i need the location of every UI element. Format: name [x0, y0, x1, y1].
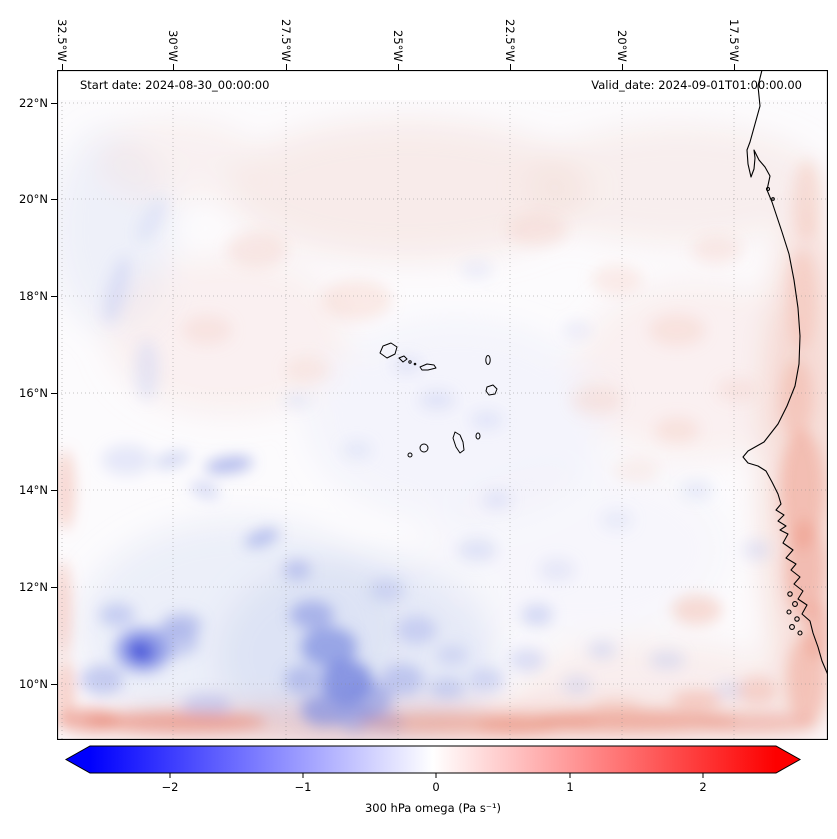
lon-tick-mark — [62, 64, 63, 70]
lon-tick-mark — [510, 64, 511, 70]
lat-tick-label: 12°N — [19, 580, 48, 594]
colorbar — [64, 745, 802, 778]
valid-date-annotation: Valid_date: 2024-09-01T01:00:00.00 — [591, 78, 802, 92]
lat-tick-mark — [51, 103, 57, 104]
lat-tick-mark — [51, 393, 57, 394]
lon-tick-mark — [622, 64, 623, 70]
lon-tick-label: 30°W — [166, 30, 180, 62]
axes-frame — [57, 70, 828, 740]
lat-tick-label: 20°N — [19, 192, 48, 206]
colorbar-label: 300 hPa omega (Pa s⁻¹) — [364, 801, 502, 815]
colorbar-min-arrow — [66, 746, 90, 773]
lat-tick-mark — [51, 296, 57, 297]
colorbar-tick-label: −1 — [294, 780, 312, 794]
lon-tick-label: 22.5°W — [503, 19, 517, 62]
lon-tick-label: 17.5°W — [727, 19, 741, 62]
gridlines — [57, 70, 828, 740]
lon-tick-mark — [173, 64, 174, 70]
colorbar-outline — [64, 745, 802, 774]
lon-tick-label: 20°W — [615, 30, 629, 62]
lat-tick-mark — [51, 587, 57, 588]
colorbar-tick-marks — [169, 773, 704, 778]
lat-tick-mark — [51, 684, 57, 685]
colorbar-tick-label: 0 — [432, 780, 440, 794]
lon-tick-mark — [398, 64, 399, 70]
lat-tick-label: 18°N — [19, 289, 48, 303]
colorbar-max-arrow — [776, 746, 800, 773]
coastline — [742, 70, 828, 676]
colorbar-tick-label: −2 — [161, 780, 179, 794]
lon-tick-label: 27.5°W — [279, 19, 293, 62]
start-date-annotation: Start date: 2024-08-30_00:00:00 — [80, 78, 270, 92]
lon-tick-mark — [286, 64, 287, 70]
lat-tick-label: 16°N — [19, 386, 48, 400]
colorbar-tick-label: 2 — [699, 780, 707, 794]
colorbar-gradient — [90, 746, 776, 773]
lon-tick-label: 25°W — [391, 30, 405, 62]
title-strip — [58, 71, 827, 100]
coastline-path — [742, 70, 828, 676]
cape-verde-islands — [379, 342, 498, 458]
lat-tick-mark — [51, 199, 57, 200]
lat-tick-label: 22°N — [19, 96, 48, 110]
map-canvas — [57, 70, 828, 740]
lat-tick-mark — [51, 490, 57, 491]
lon-tick-mark — [734, 64, 735, 70]
lat-tick-label: 14°N — [19, 483, 48, 497]
lat-tick-label: 10°N — [19, 677, 48, 691]
map-plot-area: Start date: 2024-08-30_00:00:00 Valid_da… — [57, 70, 828, 740]
lon-tick-label: 32.5°W — [55, 19, 69, 62]
colorbar-tick-label: 1 — [566, 780, 574, 794]
